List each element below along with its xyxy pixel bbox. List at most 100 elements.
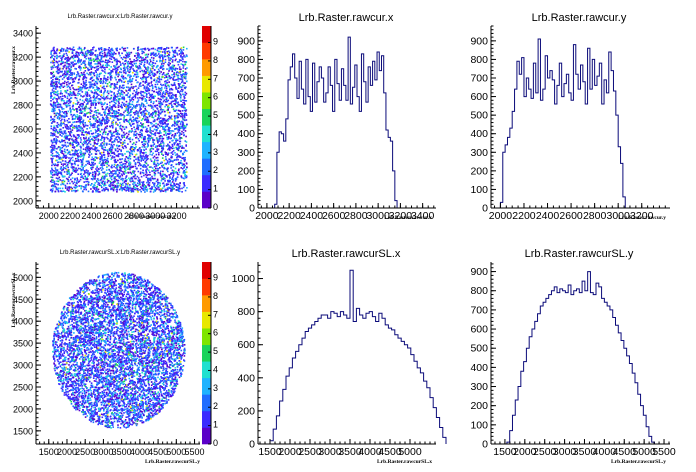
- histogram-bin: [363, 318, 366, 444]
- histogram-bin: [401, 341, 404, 444]
- histogram-bin: [390, 141, 392, 208]
- colorbar-segment: [202, 191, 211, 209]
- histogram-bin: [543, 89, 545, 208]
- histogram-bin: [548, 78, 550, 208]
- y-tick-label: 400: [237, 372, 255, 384]
- histogram-bin: [505, 145, 507, 208]
- y-tick-label: 200: [237, 165, 255, 177]
- histogram-bin: [521, 371, 524, 444]
- colorbar-tick-label: 6: [213, 92, 218, 102]
- histogram-bin: [379, 71, 381, 208]
- histogram-bin: [384, 93, 386, 208]
- x-tick-label: 2500: [533, 446, 557, 458]
- histogram-bin: [549, 295, 552, 444]
- x-tick-label: 4500: [148, 447, 168, 457]
- histogram-bin: [346, 100, 348, 208]
- histogram-bin: [379, 313, 382, 444]
- y-tick-label: 700: [470, 73, 488, 85]
- histogram-bin: [279, 132, 281, 208]
- histogram-bin: [632, 373, 635, 444]
- histogram-bin: [621, 163, 623, 208]
- histogram-bin: [560, 289, 563, 444]
- x-tick-label: 4500: [613, 446, 637, 458]
- y-tick-label: 400: [470, 362, 488, 374]
- histogram-bin: [590, 89, 592, 208]
- histogram-bin: [328, 318, 331, 444]
- histogram-bin: [375, 80, 377, 208]
- histogram-bin: [613, 318, 616, 444]
- colorbar-segment: [202, 174, 211, 192]
- histogram-bin: [581, 65, 583, 208]
- x-tick-label: 2000: [513, 446, 537, 458]
- histogram-bin: [301, 89, 303, 208]
- histogram-bin: [372, 317, 375, 444]
- colorbar: 0 1 2 3 4 5 6 7 8 9: [202, 262, 218, 448]
- x-tick-label: 2000: [489, 210, 513, 222]
- colorbar-segment: [202, 311, 211, 329]
- y-tick-label: 2000: [13, 404, 33, 414]
- histogram-bin: [610, 310, 613, 444]
- y-tick-label: 2000: [13, 196, 33, 206]
- colorbar-tick-label: 4: [213, 128, 218, 138]
- histogram-bin: [333, 111, 335, 208]
- histogram-bin: [393, 171, 395, 208]
- histogram-bin: [330, 85, 332, 208]
- x-tick-label: 3200: [630, 210, 654, 222]
- y-tick-label: 600: [237, 339, 255, 351]
- histogram-bin: [318, 318, 321, 444]
- histogram-bin: [503, 152, 505, 208]
- histogram-bin: [526, 348, 529, 444]
- histogram-bin: [568, 285, 571, 444]
- colorbar-segment: [202, 262, 211, 279]
- histogram-bin: [440, 427, 443, 444]
- colorbar-tick-label: 5: [213, 110, 218, 120]
- histogram-bin: [443, 437, 446, 444]
- histogram-bin: [305, 331, 308, 444]
- x-tick-label: 4000: [358, 446, 382, 458]
- colorbar-tick-label: 5: [213, 346, 218, 356]
- x-axis-title: Lrb.Raster.rawcurSL.y: [145, 459, 200, 465]
- histogram-bin: [366, 313, 369, 444]
- histogram-bin: [629, 364, 632, 444]
- panel-rawcur-2d: Lrb.Raster.rawcur.x:Lrb.Raster.rawcur.y …: [11, 8, 218, 221]
- histogram-bin: [515, 400, 518, 444]
- histogram-bin: [353, 322, 356, 444]
- histogram-bin: [535, 321, 538, 444]
- x-tick-label: 3000: [607, 210, 631, 222]
- histogram-bin: [328, 67, 330, 208]
- histogram-bin: [526, 78, 528, 208]
- histogram-bin: [596, 283, 599, 444]
- colorbar-segment: [202, 410, 211, 428]
- histogram-bin: [546, 298, 549, 444]
- histogram-bin: [641, 406, 644, 444]
- histogram-bin: [515, 89, 517, 208]
- histogram-bin: [276, 416, 279, 444]
- x-tick-label: 3000: [318, 446, 342, 458]
- chart-title: Lrb.Raster.rawcurSL.x:Lrb.Raster.rawcurS…: [60, 250, 180, 256]
- histogram-bin: [382, 318, 385, 444]
- histogram-bin: [347, 318, 350, 444]
- histogram-bin: [524, 97, 526, 208]
- histogram-bin: [350, 270, 353, 444]
- histogram-bin: [555, 104, 557, 208]
- histogram-bin: [313, 63, 315, 208]
- colorbar-tick-label: 8: [213, 55, 218, 65]
- histogram-bin: [624, 348, 627, 444]
- histogram-line: [499, 38, 626, 208]
- histogram-bin: [350, 104, 352, 208]
- histogram-bin: [538, 39, 540, 208]
- histogram-bin: [627, 356, 630, 444]
- histogram-bin: [317, 82, 319, 208]
- histogram-bin: [411, 355, 414, 444]
- y-tick-label: 600: [470, 324, 488, 336]
- histogram-bin: [621, 341, 624, 444]
- y-tick-label: 300: [470, 147, 488, 159]
- histogram-bin: [578, 89, 580, 208]
- colorbar-segment: [202, 328, 211, 346]
- histogram-bin: [430, 398, 433, 444]
- histogram-bin: [512, 111, 514, 208]
- histogram-bin: [392, 330, 395, 444]
- histogram-bin: [638, 394, 641, 444]
- histogram-bin: [550, 71, 552, 208]
- histogram-bin: [607, 306, 610, 444]
